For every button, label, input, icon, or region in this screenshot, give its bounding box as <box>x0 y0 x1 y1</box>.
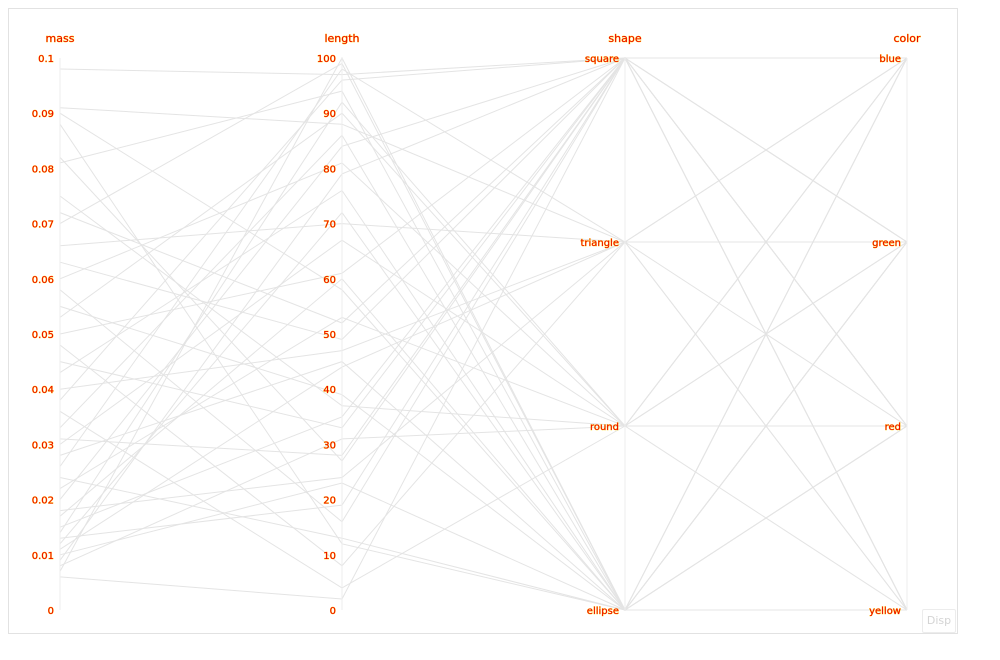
disp-button[interactable]: Disp <box>922 609 956 633</box>
tick-label-length: 10 <box>323 551 336 562</box>
record-line-1 <box>59 57 907 76</box>
record-line-8 <box>59 57 908 324</box>
axis-title-shape: shape <box>608 32 641 45</box>
tick-label-mass: 0.03 <box>32 440 54 451</box>
record-line-39 <box>59 57 908 611</box>
tick-label-length: 100 <box>317 54 336 65</box>
record-line-30 <box>59 57 907 500</box>
tick-label-length: 50 <box>323 330 336 341</box>
record-line-23 <box>59 134 908 611</box>
axis-color: color blue green red yellow <box>869 32 922 618</box>
tick-label-color: red <box>885 422 901 433</box>
record-lines <box>59 56 908 611</box>
record-line-9 <box>59 62 908 611</box>
tick-label-mass: 0.07 <box>32 220 54 231</box>
tick-label-shape: round <box>590 422 619 433</box>
record-line-36 <box>59 211 907 611</box>
tick-label-length: 60 <box>323 275 336 286</box>
record-line-28 <box>59 425 908 611</box>
axis-title-mass: mass <box>46 32 75 45</box>
tick-label-color: blue <box>879 54 901 65</box>
record-line-29 <box>59 241 908 490</box>
record-line-34 <box>59 101 907 533</box>
axis-mass: mass 0 0.01 0.02 0.03 0.04 0.05 0.06 0.07 0.08 0.0… <box>31 32 75 618</box>
tick-label-mass: 0.02 <box>32 496 54 507</box>
tick-label-shape: square <box>585 54 619 65</box>
tick-label-length: 80 <box>323 164 336 175</box>
tick-label-color: yellow <box>869 606 901 617</box>
tick-label-length: 40 <box>323 385 336 396</box>
tick-label-shape: ellipse <box>587 606 619 617</box>
record-line-33 <box>59 57 908 528</box>
tick-label-length: 70 <box>323 220 336 231</box>
tick-label-mass: 0.1 <box>38 54 54 65</box>
record-line-17 <box>59 57 908 567</box>
tick-label-mass: 0 <box>48 606 54 617</box>
axis-shape: shape square triangle round ellipse <box>580 32 642 618</box>
record-line-13 <box>59 57 907 523</box>
tick-label-shape: triangle <box>580 238 619 249</box>
record-line-35 <box>59 57 908 539</box>
tick-label-mass: 0.04 <box>32 385 54 396</box>
record-line-41 <box>59 56 908 611</box>
tick-label-mass: 0.08 <box>32 164 54 175</box>
record-line-40 <box>59 57 908 567</box>
tick-label-length: 20 <box>323 496 336 507</box>
tick-label-mass: 0.01 <box>32 551 54 562</box>
tick-label-length: 0 <box>330 606 336 617</box>
tick-label-mass: 0.06 <box>32 275 54 286</box>
axis-title-color: color <box>893 32 921 45</box>
tick-label-color: green <box>872 238 901 249</box>
record-line-38 <box>59 425 908 611</box>
record-line-42 <box>59 57 908 600</box>
tick-label-length: 90 <box>323 109 336 120</box>
axis-length: length 0 10 20 30 40 50 60 70 80 90 100 <box>317 32 360 618</box>
record-line-6 <box>59 90 907 611</box>
tick-label-mass: 0.05 <box>32 330 54 341</box>
record-line-26 <box>59 361 907 611</box>
chart-frame <box>8 8 958 634</box>
axis-title-length: length <box>324 32 359 45</box>
tick-label-length: 30 <box>323 440 336 451</box>
tick-label-mass: 0.09 <box>32 109 54 120</box>
record-line-2 <box>59 107 908 611</box>
